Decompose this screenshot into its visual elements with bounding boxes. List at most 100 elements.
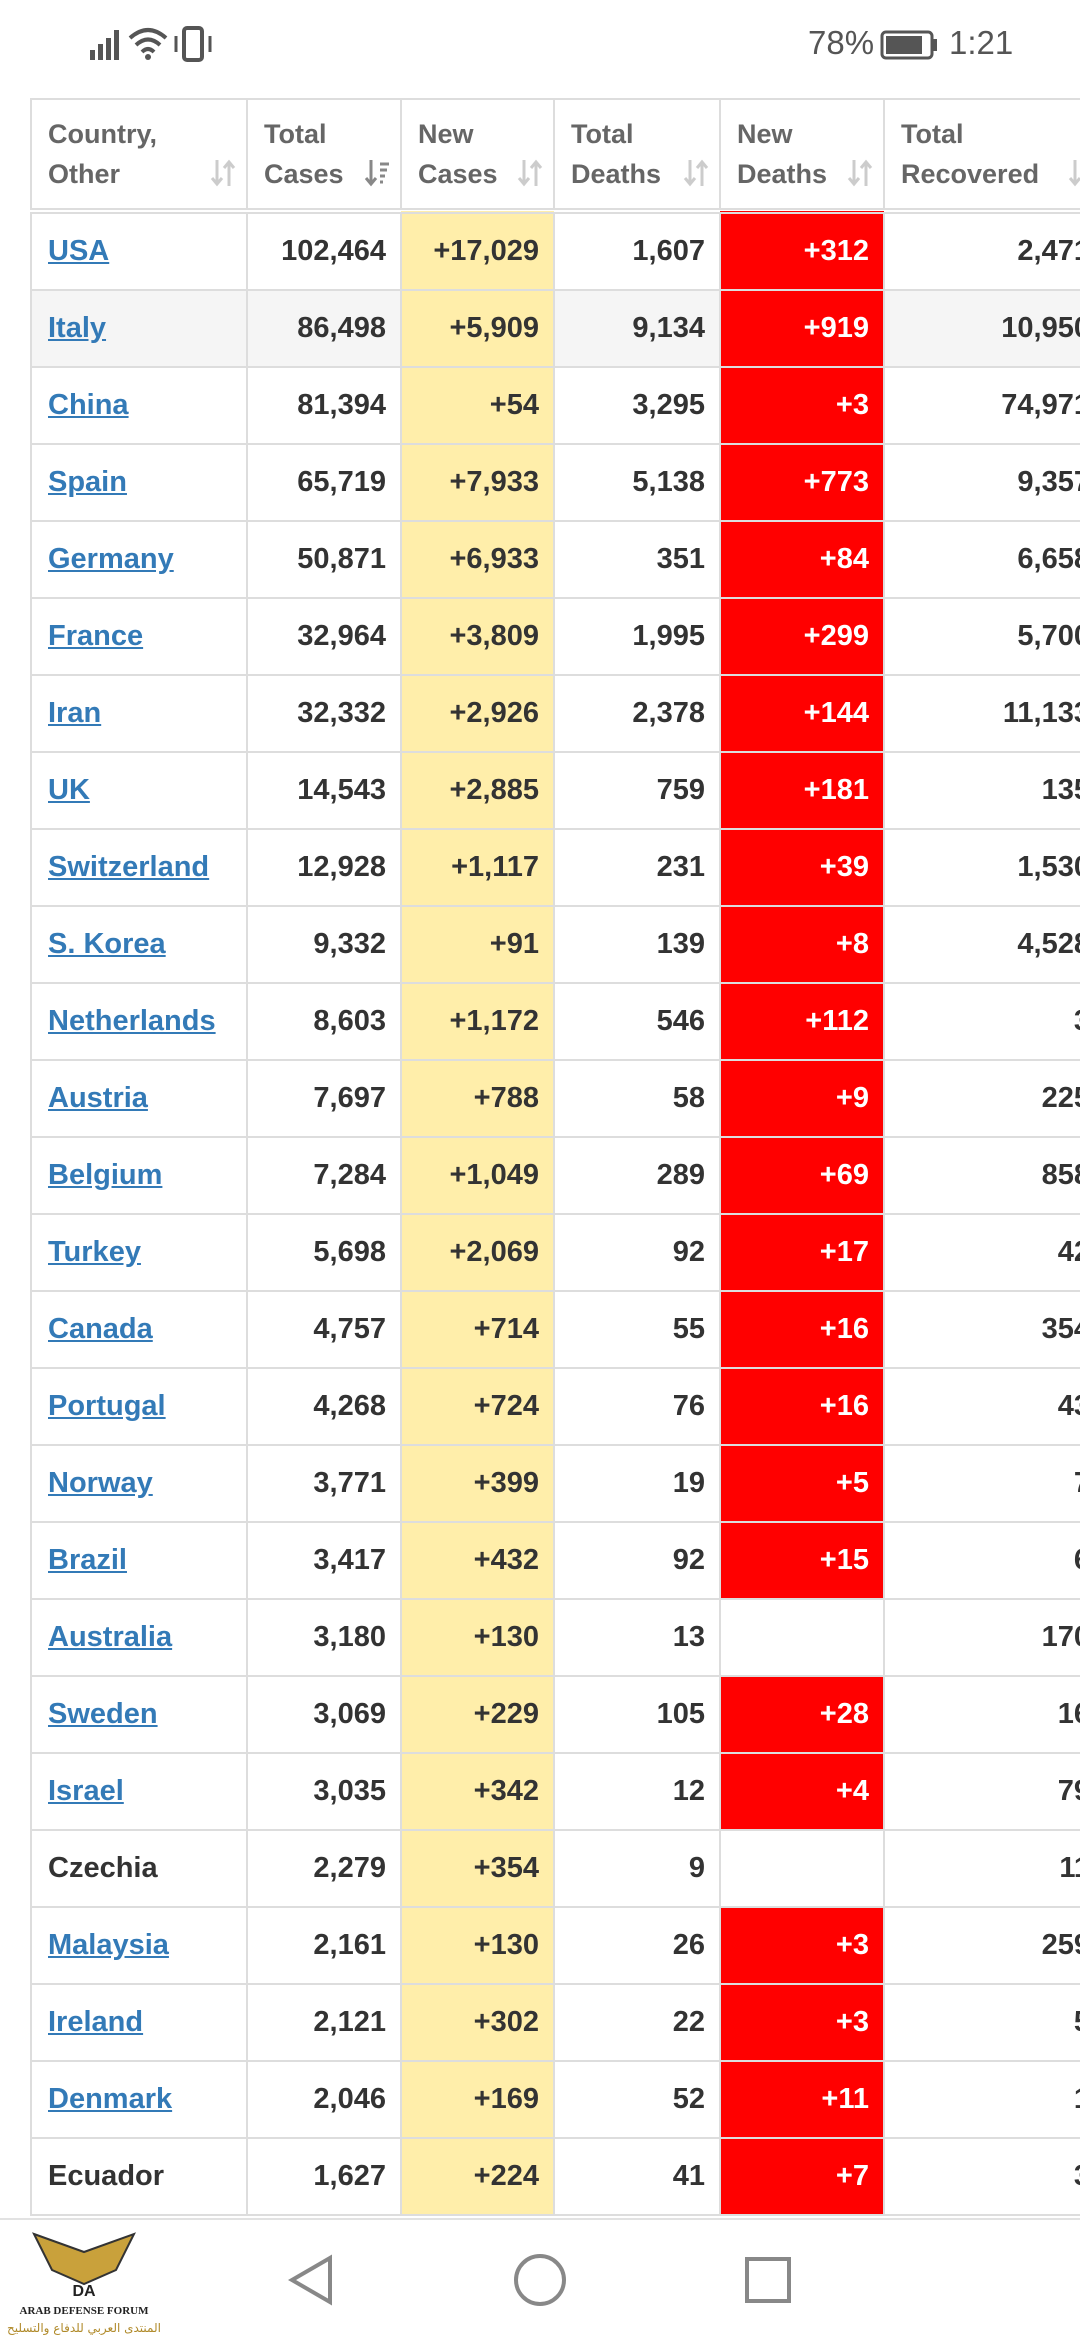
country-link[interactable]: Italy xyxy=(48,312,107,344)
column-header[interactable]: Total Cases xyxy=(246,98,402,214)
header-text: New xyxy=(418,119,474,149)
sort-icon[interactable] xyxy=(847,158,873,188)
column-header[interactable]: Total Recovered xyxy=(883,98,1080,214)
sort-icon[interactable] xyxy=(210,158,236,188)
table-row: Canada 4,757 +714 55 +16 354 xyxy=(30,1290,1080,1369)
cell-value: 1,607 xyxy=(632,235,705,267)
country-link[interactable]: Australia xyxy=(48,1621,173,1653)
table-cell: 11,133 xyxy=(883,674,1080,753)
country-link[interactable]: Austria xyxy=(48,1082,148,1114)
header-text: Cases xyxy=(264,159,344,189)
cell-value: 16 xyxy=(1057,1698,1080,1730)
country-link[interactable]: Sweden xyxy=(48,1698,158,1730)
table-cell: 3 xyxy=(883,2137,1080,2216)
cell-value: +3 xyxy=(835,1929,869,1961)
table-cell: 4,528 xyxy=(883,905,1080,984)
table-cell: +15 xyxy=(719,1521,885,1600)
recents-button[interactable] xyxy=(745,2257,791,2303)
country-link[interactable]: China xyxy=(48,389,129,421)
table-cell: 7 xyxy=(883,1444,1080,1523)
table-cell: 5,698 xyxy=(246,1213,402,1292)
country-link[interactable]: USA xyxy=(48,235,110,267)
watermark-subtitle: المنتدى العربي للدفاع والتسليح xyxy=(7,2321,161,2336)
sort-icon[interactable] xyxy=(364,158,390,188)
cell-value: 41 xyxy=(672,2160,705,2192)
cell-value: +5,909 xyxy=(449,312,539,344)
table-cell: 102,464 xyxy=(246,210,402,291)
country-link[interactable]: Germany xyxy=(48,543,174,575)
table-cell: +3,809 xyxy=(400,597,555,676)
table-cell: 858 xyxy=(883,1136,1080,1215)
column-header[interactable]: Country, Other xyxy=(30,98,248,214)
cell-value: 6 xyxy=(1074,1544,1080,1576)
cell-value: 5,700 xyxy=(1017,620,1080,652)
cell-value: +724 xyxy=(473,1390,539,1422)
country-link[interactable]: Ireland xyxy=(48,2006,144,2038)
cell-value: 9 xyxy=(688,1852,705,1884)
cell-value: 2,161 xyxy=(313,1929,386,1961)
table-cell: 3,069 xyxy=(246,1675,402,1754)
cell-value: 1,530 xyxy=(1017,851,1080,883)
cell-value: +112 xyxy=(805,1005,869,1037)
country-link[interactable]: Malaysia xyxy=(48,1929,169,1961)
table-cell: +69 xyxy=(719,1136,885,1215)
sort-icon[interactable] xyxy=(517,158,543,188)
cell-value: +39 xyxy=(819,851,869,883)
cell-value: +130 xyxy=(473,1929,539,1961)
column-header[interactable]: New Deaths xyxy=(719,98,885,214)
country-link[interactable]: UK xyxy=(48,774,90,806)
table-row: Turkey 5,698 +2,069 92 +17 42 xyxy=(30,1213,1080,1292)
table-cell: +181 xyxy=(719,751,885,830)
cell-value: 7,697 xyxy=(313,1082,386,1114)
table-cell: 1,627 xyxy=(246,2137,402,2216)
battery-percent: 78% xyxy=(808,24,875,61)
table-row: Norway 3,771 +399 19 +5 7 xyxy=(30,1444,1080,1523)
table-row: Ecuador 1,627 +224 41 +7 3 xyxy=(30,2137,1080,2216)
table-cell: 2,378 xyxy=(553,674,721,753)
cell-value: 289 xyxy=(656,1159,705,1191)
table-cell: 86,498 xyxy=(246,289,402,368)
country-link[interactable]: Turkey xyxy=(48,1236,141,1268)
country-link[interactable]: Canada xyxy=(48,1313,153,1345)
back-button[interactable] xyxy=(288,2254,332,2306)
country-link[interactable]: Spain xyxy=(48,466,127,498)
cell-value: +11 xyxy=(821,2083,869,2115)
country-link[interactable]: Netherlands xyxy=(48,1005,216,1037)
country-link[interactable]: Switzerland xyxy=(48,851,210,883)
sort-icon[interactable] xyxy=(1068,158,1080,188)
table-cell: 231 xyxy=(553,828,721,907)
sort-icon[interactable] xyxy=(683,158,709,188)
cell-value: 5,698 xyxy=(313,1236,386,1268)
country-link[interactable]: S. Korea xyxy=(48,928,166,960)
country-link[interactable]: Iran xyxy=(48,697,102,729)
country-link[interactable]: Norway xyxy=(48,1467,153,1499)
cell-value: +354 xyxy=(473,1852,539,1884)
cell-value: 12,928 xyxy=(297,851,386,883)
cell-value: +299 xyxy=(803,620,869,652)
cell-value: 11,133 xyxy=(1002,697,1080,729)
column-header[interactable]: Total Deaths xyxy=(553,98,721,214)
country-link[interactable]: Israel xyxy=(48,1775,124,1807)
cell-value: 259 xyxy=(1041,1929,1080,1961)
country-link[interactable]: Portugal xyxy=(48,1390,166,1422)
table-row: Brazil 3,417 +432 92 +15 6 xyxy=(30,1521,1080,1600)
table-row: Switzerland 12,928 +1,117 231 +39 1,530 xyxy=(30,828,1080,907)
table-cell: +399 xyxy=(400,1444,555,1523)
cell-value: +1,172 xyxy=(449,1005,539,1037)
country-link[interactable]: Denmark xyxy=(48,2083,173,2115)
table-cell: China xyxy=(30,366,248,445)
country-link[interactable]: France xyxy=(48,620,144,652)
country-link[interactable]: Belgium xyxy=(48,1159,163,1191)
table-cell: 8,603 xyxy=(246,982,402,1061)
home-button[interactable] xyxy=(514,2254,566,2306)
table-row: Israel 3,035 +342 12 +4 79 xyxy=(30,1752,1080,1831)
table-cell: +3 xyxy=(719,1906,885,1985)
column-header[interactable]: New Cases xyxy=(400,98,555,214)
cell-value: 3,035 xyxy=(313,1775,386,1807)
table-cell: Denmark xyxy=(30,2060,248,2139)
table-cell: +724 xyxy=(400,1367,555,1446)
table-cell: +714 xyxy=(400,1290,555,1369)
cell-value: 5,138 xyxy=(632,466,705,498)
header-text: Total xyxy=(571,119,634,149)
country-link[interactable]: Brazil xyxy=(48,1544,127,1576)
